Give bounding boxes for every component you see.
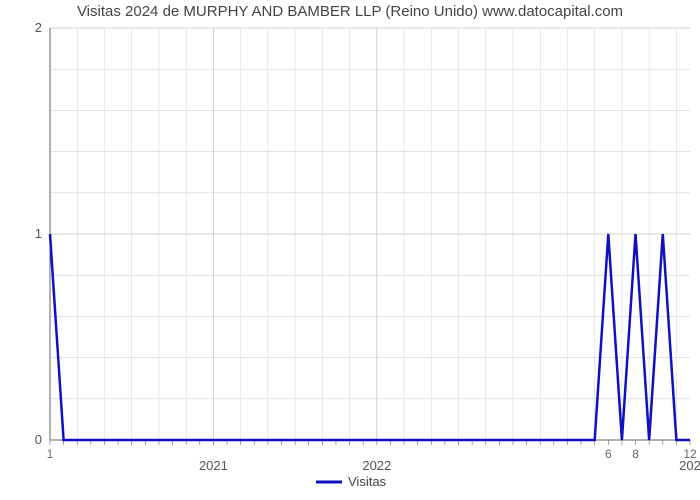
visits-line-chart: Visitas 2024 de MURPHY AND BAMBER LLP (R…: [0, 0, 700, 500]
y-tick-label: 0: [35, 432, 42, 447]
x-sub-label: 6: [605, 447, 612, 461]
x-left-edge-label: 1: [47, 447, 54, 461]
y-tick-label: 2: [35, 20, 42, 35]
y-tick-label: 1: [35, 226, 42, 241]
x-major-label: 2021: [199, 458, 228, 473]
chart-title: Visitas 2024 de MURPHY AND BAMBER LLP (R…: [77, 3, 623, 20]
legend-label: Visitas: [348, 474, 387, 489]
x-major-label: 2022: [362, 458, 391, 473]
x-right-edge-label: 202: [679, 458, 700, 473]
x-sub-label: 8: [632, 447, 639, 461]
